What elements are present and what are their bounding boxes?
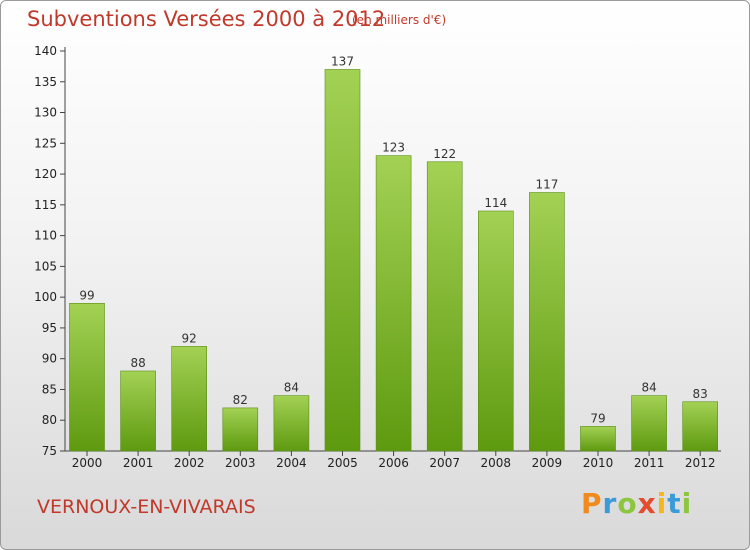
x-tick-label: 2003 [225, 456, 256, 470]
y-tick-label: 90 [42, 352, 57, 366]
y-tick-label: 140 [34, 44, 57, 58]
bar-value-label: 83 [693, 387, 708, 401]
chart-title: Subventions Versées 2000 à 2012 [27, 7, 386, 31]
logo-letter: t [667, 487, 682, 520]
bar-value-label: 123 [382, 141, 405, 155]
logo-letter: r [602, 487, 618, 520]
bar-value-label: 82 [233, 393, 248, 407]
x-tick-label: 2000 [72, 456, 103, 470]
x-tick-label: 2009 [532, 456, 563, 470]
y-tick-label: 115 [34, 198, 57, 212]
bar [426, 161, 463, 452]
y-tick-label: 75 [42, 444, 57, 458]
bar [477, 210, 514, 452]
logo-letter: x [637, 487, 657, 520]
commune-name: VERNOUX-EN-VIVARAIS [37, 496, 256, 518]
logo-letter: i [656, 487, 668, 520]
bar [120, 370, 156, 452]
logo-letter: P [581, 487, 603, 520]
x-tick-label: 2004 [276, 456, 307, 470]
bar-value-label: 84 [284, 381, 299, 395]
bar [324, 69, 361, 452]
logo-letter: i [681, 487, 693, 520]
bar [580, 426, 616, 452]
bar-value-label: 92 [182, 331, 197, 345]
x-tick-label: 2011 [634, 456, 665, 470]
bar-value-label: 84 [641, 381, 656, 395]
x-tick-label: 2012 [685, 456, 716, 470]
x-tick-label: 2002 [174, 456, 205, 470]
x-tick-label: 2006 [378, 456, 409, 470]
y-tick-label: 130 [34, 106, 57, 120]
bar-value-label: 79 [590, 411, 605, 425]
bar-value-label: 122 [433, 147, 456, 161]
bar-value-label: 114 [484, 196, 507, 210]
x-tick-label: 2008 [481, 456, 512, 470]
y-tick-label: 125 [34, 136, 57, 150]
y-tick-label: 105 [34, 259, 57, 273]
x-tick-label: 2005 [327, 456, 358, 470]
bar [171, 346, 207, 452]
bar [529, 192, 565, 452]
y-tick-label: 100 [34, 290, 57, 304]
logo-letter: o [617, 487, 638, 520]
y-tick-label: 120 [34, 167, 57, 181]
bar-value-label: 117 [535, 178, 558, 192]
bar [69, 303, 105, 452]
bar-value-label: 88 [130, 356, 145, 370]
x-tick-label: 2007 [429, 456, 460, 470]
x-tick-label: 2001 [123, 456, 154, 470]
bar [682, 401, 719, 452]
x-tick-label: 2010 [583, 456, 614, 470]
y-tick-label: 110 [34, 229, 57, 243]
bar-value-label: 99 [79, 288, 94, 302]
y-tick-label: 135 [34, 75, 57, 89]
y-tick-label: 80 [42, 413, 57, 427]
bar-value-label: 137 [331, 54, 354, 68]
bar [222, 407, 259, 452]
chart-unit-note: (en milliers d'€) [352, 13, 447, 27]
proxiti-logo: Proxiti [581, 487, 692, 520]
bar [273, 395, 310, 452]
bar [375, 155, 412, 452]
y-tick-label: 85 [42, 382, 57, 396]
bar [631, 395, 667, 452]
y-tick-label: 95 [42, 321, 57, 335]
